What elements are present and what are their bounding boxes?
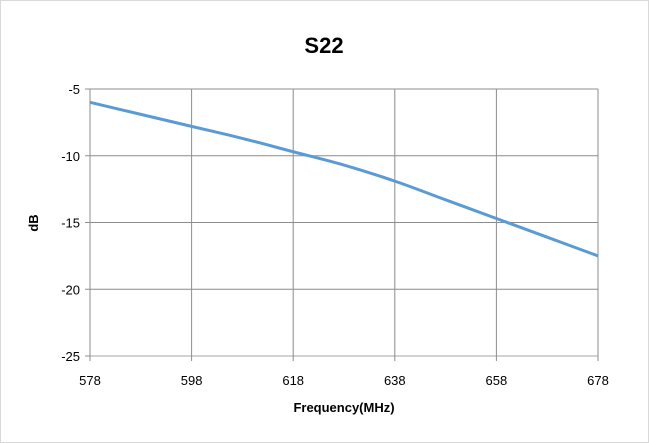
- y-tick-label: -25: [61, 349, 80, 364]
- x-tick-label: 658: [486, 373, 508, 388]
- chart-title: S22: [304, 33, 343, 58]
- y-tick-label: -5: [68, 82, 80, 97]
- gridlines: [85, 88, 599, 361]
- x-tick-label: 678: [587, 373, 609, 388]
- x-tick-label: 598: [181, 373, 203, 388]
- y-tick-label: -10: [61, 149, 80, 164]
- x-tick-label: 578: [79, 373, 101, 388]
- s22-series-line: [89, 100, 599, 258]
- x-axis-label: Frequency(MHz): [293, 400, 394, 415]
- x-tick-label: 638: [384, 373, 406, 388]
- y-tick-label: -20: [61, 282, 80, 297]
- tick-labels: -5 -10 -15 -20 -25 578 598 618 638 658 678: [61, 82, 609, 388]
- y-tick-label: -15: [61, 216, 80, 231]
- x-tick-label: 618: [282, 373, 304, 388]
- series-group: [89, 100, 599, 258]
- y-axis-label: dB: [26, 214, 41, 231]
